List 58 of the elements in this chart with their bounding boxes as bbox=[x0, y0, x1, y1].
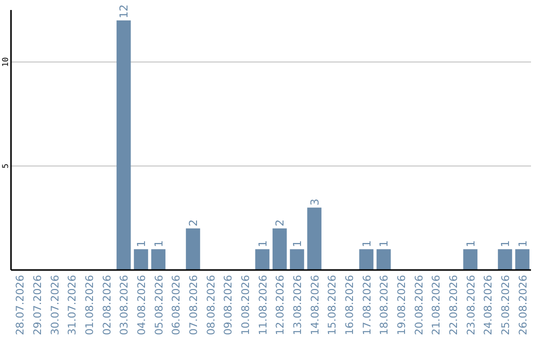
x-tick-label: 22.08.2026 bbox=[448, 274, 460, 336]
data-label: 1 bbox=[256, 240, 270, 248]
x-tick-label: 12.08.2026 bbox=[274, 274, 287, 336]
bar bbox=[463, 249, 478, 270]
x-tick-label: 07.08.2026 bbox=[188, 274, 200, 336]
x-tick-label: 15.08.2026 bbox=[326, 274, 339, 336]
x-tick-label: 10.08.2026 bbox=[240, 274, 252, 336]
data-label: 12 bbox=[118, 4, 131, 18]
x-tick-label: 13.08.2026 bbox=[292, 274, 304, 336]
bar bbox=[376, 249, 391, 270]
x-tick-label: 24.08.2026 bbox=[482, 274, 495, 336]
bar bbox=[255, 249, 270, 270]
x-tick-label: 26.08.2026 bbox=[517, 274, 530, 336]
bar bbox=[498, 249, 512, 270]
bar bbox=[515, 249, 530, 270]
bar bbox=[151, 249, 166, 270]
x-tick-label: 30.07.2026 bbox=[49, 274, 62, 336]
bar bbox=[186, 228, 200, 270]
data-label: 1 bbox=[135, 240, 148, 248]
x-tick-label: 25.08.2026 bbox=[500, 274, 512, 336]
x-tick-label: 21.08.2026 bbox=[430, 274, 443, 336]
x-tick-label: 02.08.2026 bbox=[101, 274, 114, 336]
x-tick-label: 14.08.2026 bbox=[309, 274, 322, 336]
data-label: 1 bbox=[378, 240, 391, 248]
x-tick-label: 11.08.2026 bbox=[257, 274, 270, 336]
x-tick-label: 04.08.2026 bbox=[136, 274, 148, 336]
x-tick-label: 08.08.2026 bbox=[205, 274, 218, 336]
data-label: 1 bbox=[291, 240, 304, 248]
y-tick-label: 5 bbox=[1, 163, 10, 168]
x-tick-label: 20.08.2026 bbox=[413, 274, 426, 336]
bar bbox=[290, 249, 304, 270]
data-label: 3 bbox=[308, 198, 322, 206]
data-label: 1 bbox=[360, 240, 374, 248]
x-tick-label: 31.07.2026 bbox=[66, 274, 79, 336]
bar bbox=[359, 249, 374, 270]
data-label: 2 bbox=[187, 219, 200, 226]
x-tick-label: 23.08.2026 bbox=[465, 274, 478, 336]
bar bbox=[307, 208, 322, 270]
bar bbox=[134, 249, 148, 270]
data-label: 1 bbox=[499, 240, 512, 248]
x-tick-label: 28.07.2026 bbox=[14, 274, 27, 336]
bar bbox=[272, 228, 287, 270]
bar bbox=[116, 20, 131, 270]
x-tick-label: 18.08.2026 bbox=[378, 274, 391, 336]
x-tick-label: 17.08.2026 bbox=[361, 274, 374, 336]
x-tick-label: 05.08.2026 bbox=[153, 274, 166, 336]
data-label: 1 bbox=[464, 240, 478, 248]
x-tick-label: 06.08.2026 bbox=[170, 274, 183, 336]
x-tick-label: 16.08.2026 bbox=[344, 274, 356, 336]
data-label: 2 bbox=[274, 219, 287, 226]
y-tick-label: 10 bbox=[1, 57, 10, 67]
x-tick-label: 09.08.2026 bbox=[222, 274, 235, 336]
data-label: 1 bbox=[152, 240, 166, 248]
data-label: 1 bbox=[516, 240, 530, 248]
x-tick-label: 29.07.2026 bbox=[32, 274, 44, 336]
x-tick-label: 03.08.2026 bbox=[118, 274, 131, 336]
x-tick-label: 01.08.2026 bbox=[84, 274, 96, 336]
x-tick-label: 19.08.2026 bbox=[396, 274, 408, 336]
